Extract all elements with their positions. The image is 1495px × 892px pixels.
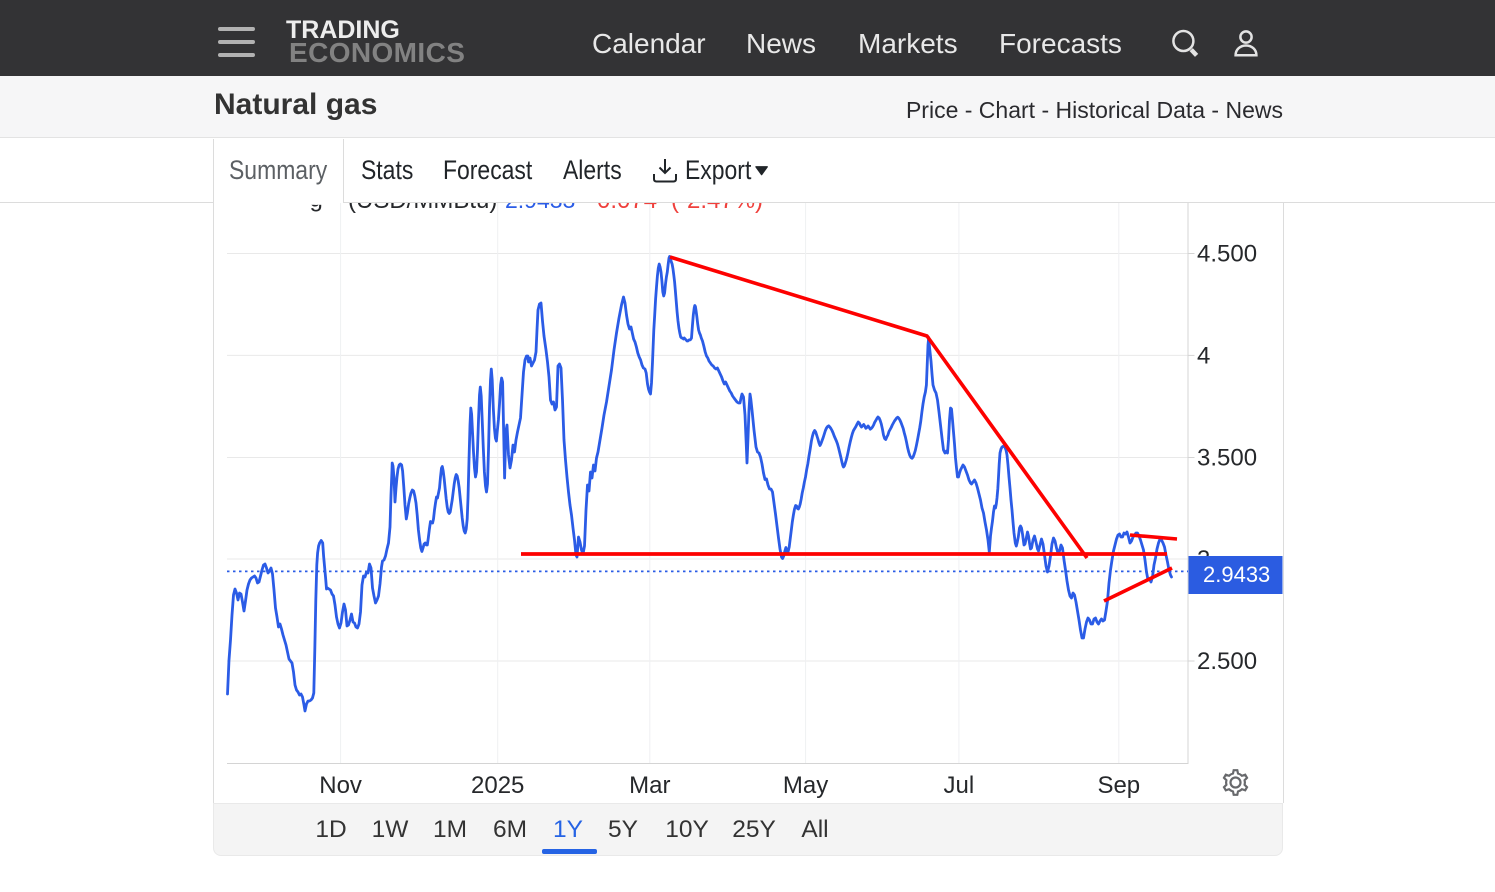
- svg-text:May: May: [783, 772, 828, 799]
- svg-text:4.500: 4.500: [1197, 241, 1257, 268]
- svg-text:Sep: Sep: [1097, 772, 1140, 799]
- svg-text:Mar: Mar: [629, 772, 670, 799]
- svg-text:2.9433: 2.9433: [1203, 562, 1270, 587]
- svg-text:3.500: 3.500: [1197, 445, 1257, 472]
- svg-text:4: 4: [1197, 342, 1210, 369]
- svg-text:2025: 2025: [471, 772, 524, 799]
- svg-text:2.500: 2.500: [1197, 648, 1257, 675]
- svg-text:Nov: Nov: [319, 772, 362, 799]
- svg-text:Jul: Jul: [944, 772, 975, 799]
